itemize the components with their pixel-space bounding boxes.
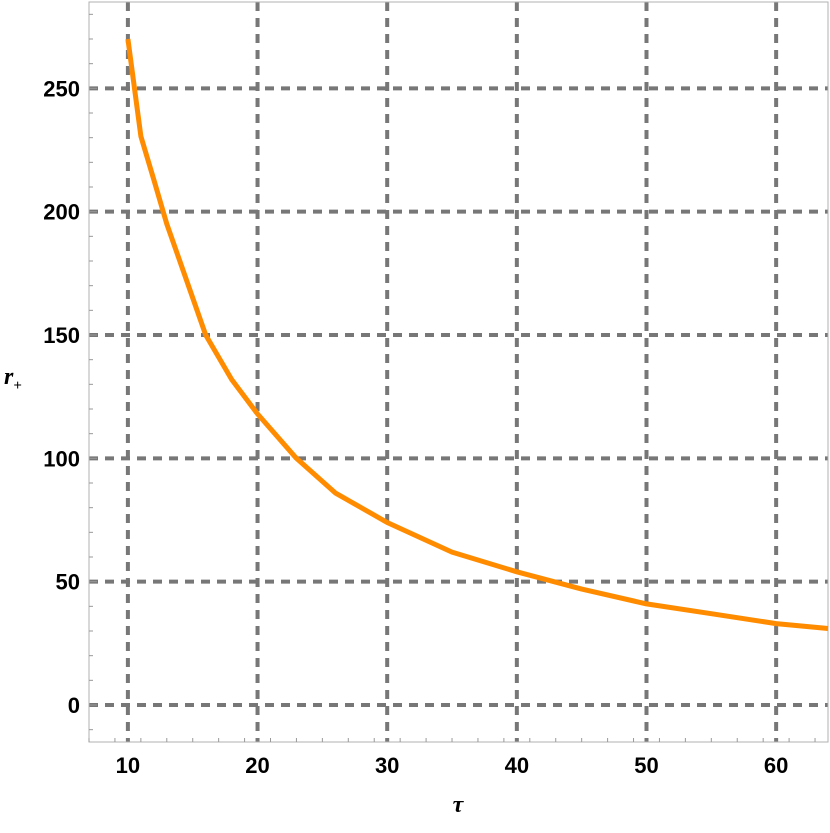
y-tick-label: 50 bbox=[56, 570, 80, 595]
y-tick-label: 250 bbox=[43, 76, 80, 101]
x-tick-label: 20 bbox=[245, 753, 269, 778]
x-axis-title: τ bbox=[453, 792, 465, 818]
series-layer bbox=[125, 38, 829, 631]
x-tick-labels: 10 20 30 40 50 60 bbox=[116, 753, 789, 778]
y-tick-labels: 0 50 100 150 200 250 bbox=[43, 76, 80, 718]
axis-frame bbox=[88, 1, 829, 743]
x-tick-label: 40 bbox=[505, 753, 529, 778]
series-line bbox=[125, 38, 829, 631]
y-tick-label: 0 bbox=[68, 693, 80, 718]
grid-lines bbox=[89, 2, 828, 742]
minor-ticks bbox=[88, 13, 816, 742]
x-tick-label: 50 bbox=[634, 753, 658, 778]
plot-frame bbox=[88, 1, 829, 743]
y-axis-title-subscript: + bbox=[13, 378, 22, 394]
y-axis-title-main: r bbox=[4, 364, 14, 390]
x-tick-label: 10 bbox=[116, 753, 140, 778]
y-tick-label: 150 bbox=[43, 323, 80, 348]
y-axis-title: r+ bbox=[4, 364, 22, 394]
y-tick-label: 100 bbox=[43, 446, 80, 471]
x-tick-label: 30 bbox=[375, 753, 399, 778]
x-tick-label: 60 bbox=[764, 753, 788, 778]
y-tick-label: 200 bbox=[43, 200, 80, 225]
